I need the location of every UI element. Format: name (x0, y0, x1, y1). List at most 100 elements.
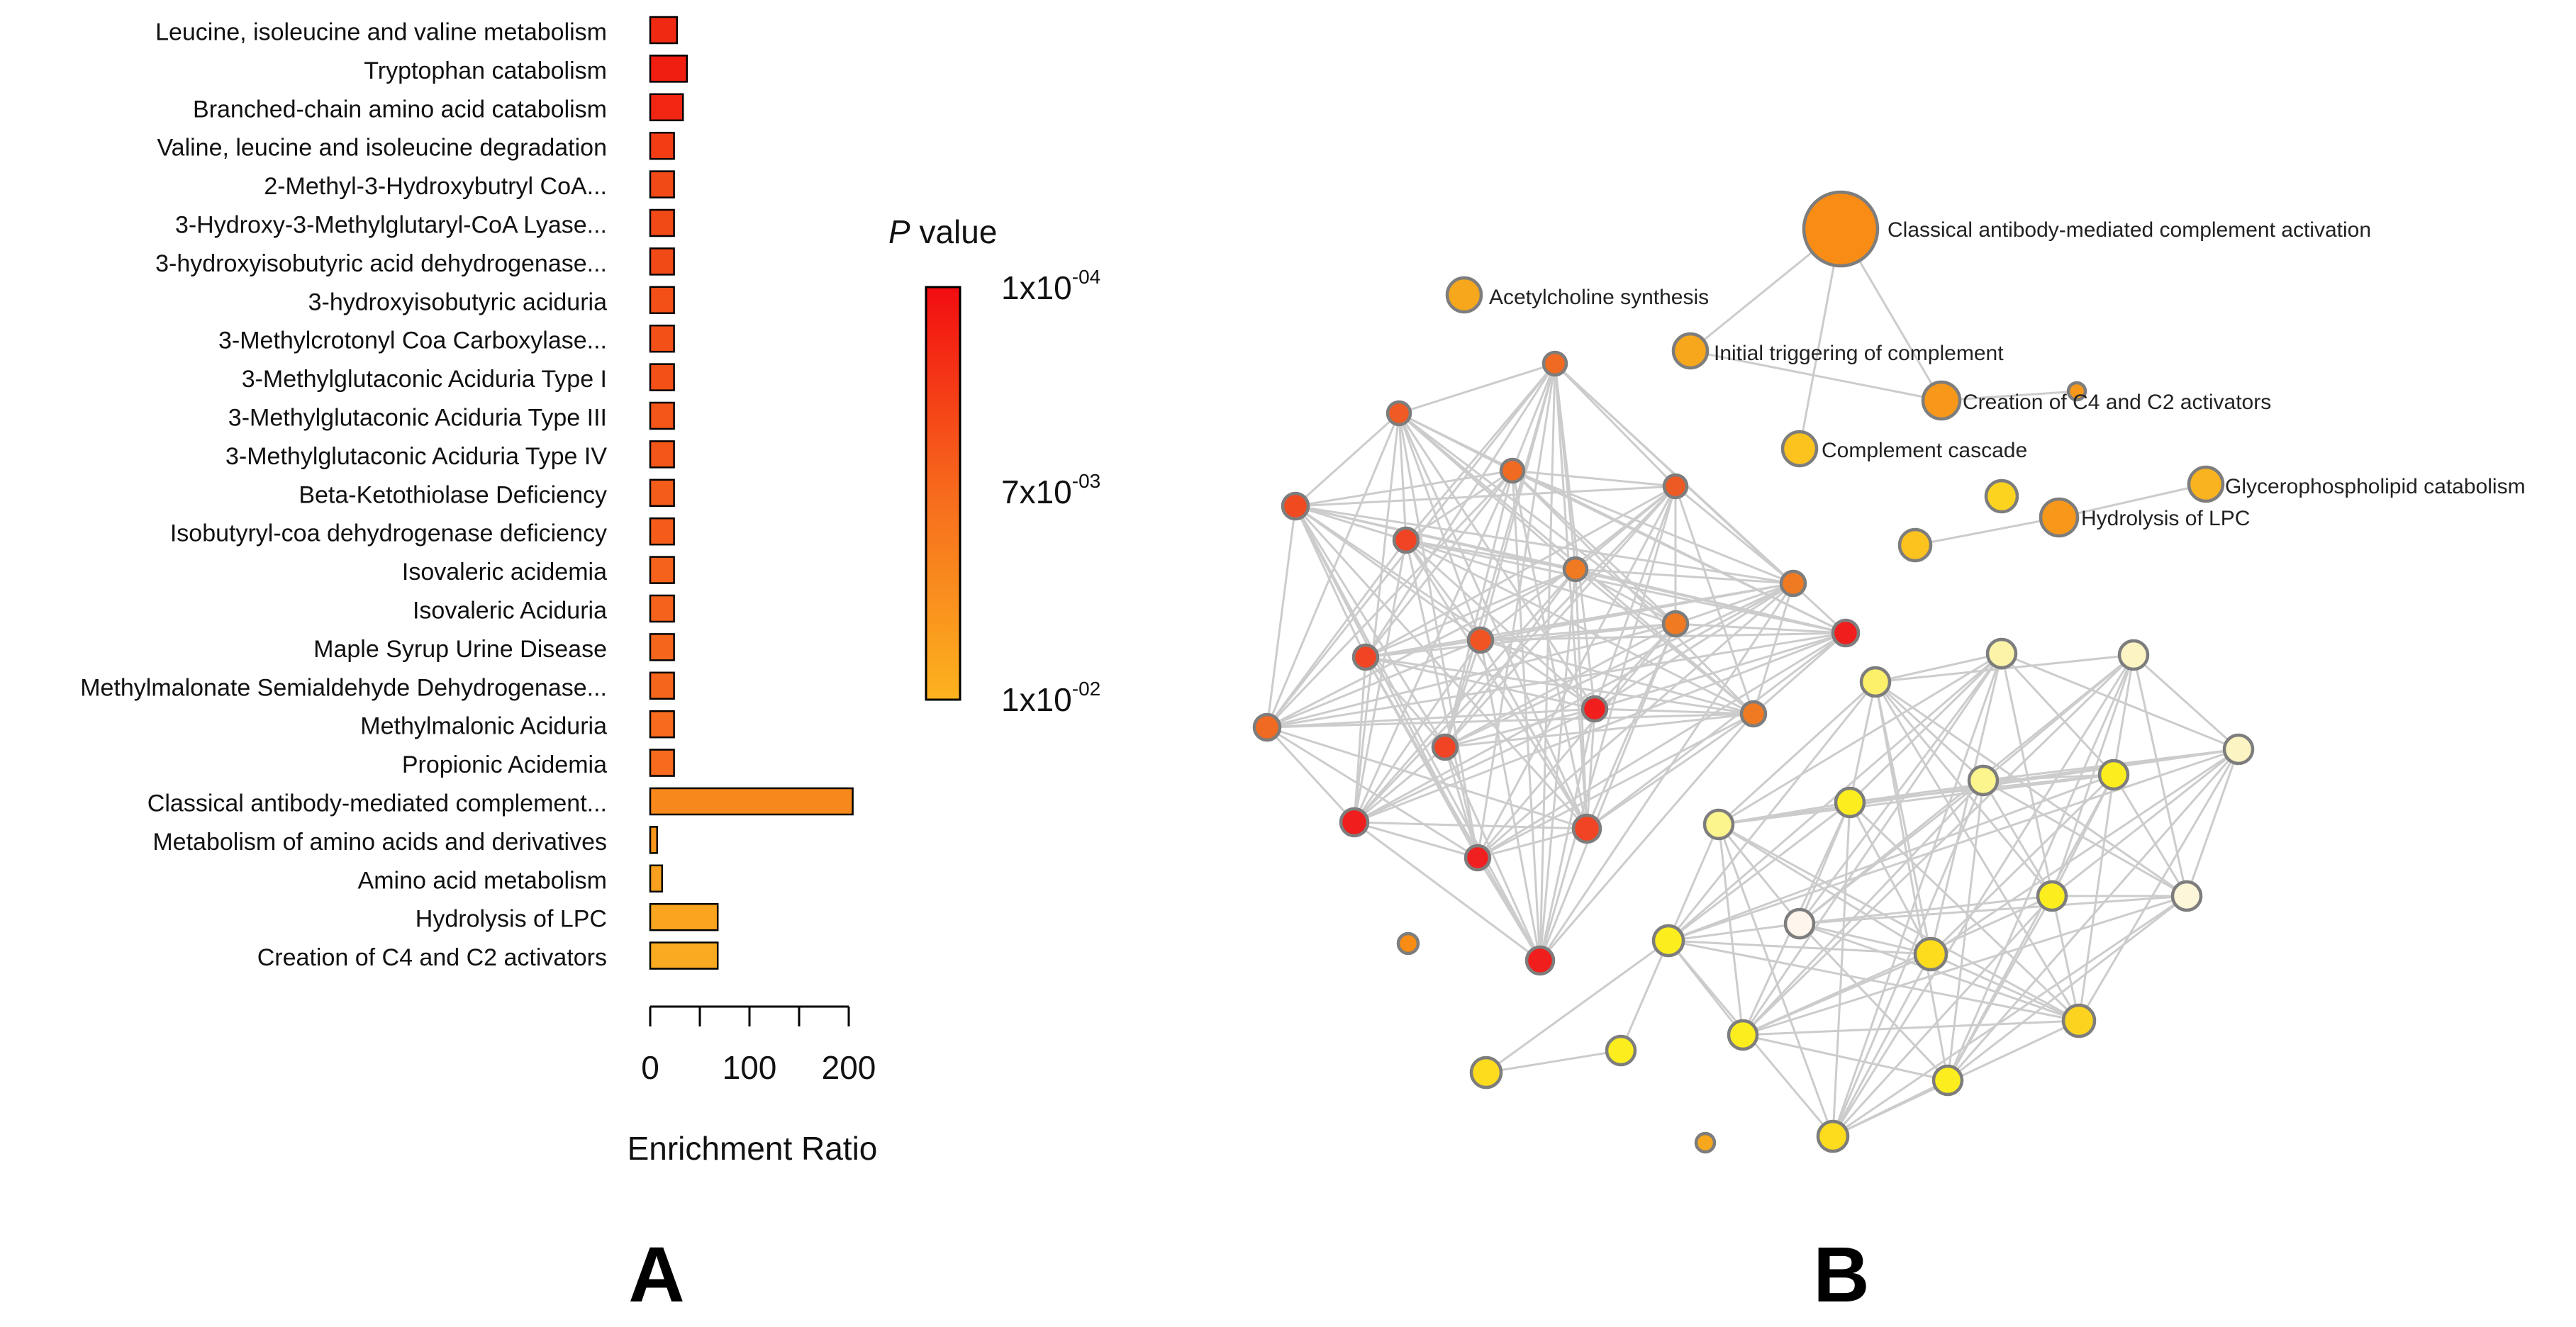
network-edge (1539, 486, 1677, 961)
network-edge (1365, 582, 1794, 659)
network-edge (1511, 470, 1541, 961)
network-node (1605, 1034, 1637, 1067)
bar (649, 401, 675, 430)
network-edge (1405, 539, 1754, 715)
network-node (1739, 700, 1768, 728)
bar (649, 478, 675, 508)
network-node (1431, 733, 1459, 761)
panel-label-a: A (628, 1231, 684, 1318)
network-edge (1480, 632, 1846, 642)
bar (649, 864, 664, 893)
network-edge (1594, 707, 1754, 715)
network-node (1571, 813, 1602, 844)
network-edge (1929, 653, 2003, 955)
network-edge (1266, 505, 1297, 728)
network-edge (1831, 895, 2053, 1138)
network-edge (1511, 469, 1677, 625)
network-edge (1398, 413, 1596, 710)
network-edge (1266, 726, 1478, 859)
network-edge (1742, 1034, 1948, 1082)
network-edge (1294, 505, 1367, 658)
network-edge (1444, 712, 1754, 749)
network-edge (1444, 569, 1577, 748)
network-edge (2001, 652, 2239, 751)
network-edge (2000, 653, 2080, 1021)
network-edge (1266, 539, 1407, 728)
network-node (1392, 526, 1420, 554)
network-node (1580, 695, 1609, 723)
network-edge (1266, 726, 1356, 824)
network-edge (1295, 485, 1676, 508)
network-edge (1946, 895, 2053, 1081)
network-edge (1365, 568, 1576, 659)
network-edge (2112, 774, 2188, 897)
network-edge (1947, 895, 2187, 1082)
category-label: 3-Methylglutaconic Aciduria Type IV (225, 443, 607, 470)
category-label: 3-Methylglutaconic Aciduria Type I (242, 366, 607, 393)
network-edge (1831, 953, 1932, 1137)
bar (649, 941, 719, 970)
network-edge (1405, 539, 1576, 571)
network-edge (1668, 748, 2239, 942)
category-label: 3-Methylcrotonyl Coa Carboxylase... (218, 327, 607, 354)
network-edge (2132, 654, 2240, 751)
bar (649, 247, 675, 276)
network-edge (1575, 568, 1794, 585)
network-edge (1799, 895, 2053, 925)
bar (649, 170, 675, 198)
bar (649, 749, 675, 777)
network-edge (1668, 939, 1931, 956)
network-edge (1405, 539, 1596, 710)
network-edge (1668, 773, 2114, 942)
network-edge (1752, 583, 1795, 715)
network-edge (1354, 746, 1446, 824)
network-edge (1914, 516, 2060, 547)
legend-label-bottom-base: 1x10 (1001, 681, 1072, 718)
network-node (1499, 457, 1526, 484)
node-label-complement-cascade: Complement cascade (1822, 439, 2027, 462)
network-node (1463, 844, 1492, 872)
category-label: Tryptophan catabolism (364, 57, 607, 84)
network-node (1445, 276, 1483, 314)
network-edge (1444, 746, 1479, 858)
p-value-legend: P value 1x10-04 7x10-03 1x10-02 (888, 213, 1100, 718)
network-node (1913, 936, 1948, 972)
network-edge (1354, 821, 1588, 830)
network-edge (1354, 821, 1541, 962)
legend-label-top-exp: -04 (1072, 266, 1100, 288)
network-edge (1983, 773, 2114, 782)
network-edge (1485, 939, 1669, 1074)
network-edge (1295, 469, 1513, 508)
bar (649, 363, 675, 391)
bar (649, 710, 675, 739)
network-edge (1405, 363, 1556, 541)
network-node (1967, 764, 2000, 797)
legend-label-top: 1x10-04 (1001, 266, 1100, 306)
legend-title: P value (888, 213, 997, 250)
network-edge (1266, 712, 1754, 729)
network-edge (1539, 363, 1556, 961)
network-edge (1405, 539, 1846, 634)
network-edge (1667, 681, 1877, 941)
network-node (1281, 491, 1310, 521)
network-node (1802, 190, 1880, 268)
network-edge (2058, 483, 2207, 519)
category-label: Propionic Acidemia (402, 751, 607, 778)
network-edges (1266, 228, 2240, 1138)
network-node (1859, 666, 1892, 698)
network-edge (1717, 824, 1834, 1137)
network-edge (1831, 654, 2135, 1137)
network-node (1780, 430, 1819, 468)
network-edge (1444, 639, 1482, 748)
bar (649, 440, 675, 469)
network-edge (1982, 780, 2053, 897)
network-edge (1717, 681, 1877, 826)
bar (649, 208, 675, 237)
bars (649, 16, 854, 970)
network-node-labels: Classical antibody-mediated complement a… (1489, 218, 2526, 530)
legend-title-italic: P (888, 213, 910, 250)
network-edge (1675, 622, 1846, 634)
network-node (1661, 610, 1690, 638)
network-edge (1983, 779, 2187, 897)
